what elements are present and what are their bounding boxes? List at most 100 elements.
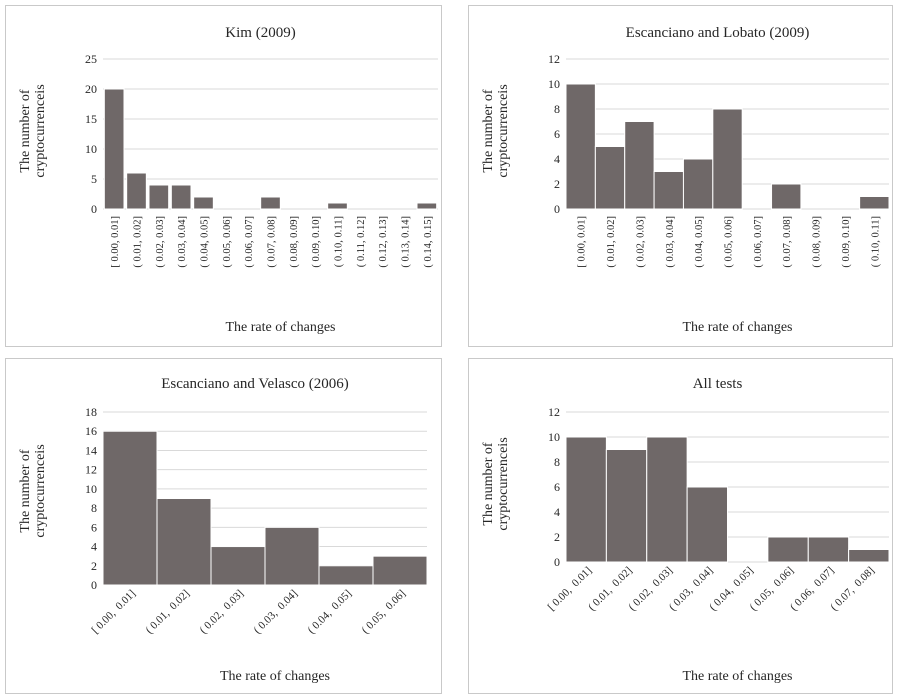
y-tick-label: 6: [554, 480, 560, 494]
chart-title: Escanciano and Lobato (2009): [626, 25, 810, 41]
y-tick-label: 15: [85, 112, 97, 126]
bar: [416, 202, 438, 210]
bar: [565, 83, 596, 210]
y-tick-label: 2: [91, 559, 97, 573]
x-tick-label: ( 0.08, 0.09]: [812, 216, 823, 268]
y-tick-label: 4: [91, 540, 97, 554]
bar: [807, 536, 850, 563]
x-tick-label: ( 0.09, 0.10]: [311, 216, 322, 268]
x-tick-label: ( 0.05, 0.06]: [222, 216, 233, 268]
x-tick-label: ( 0.02, 0.03]: [635, 216, 646, 268]
y-tick-label: 8: [91, 501, 97, 515]
x-tick-label: ( 0.10, 0.11]: [870, 216, 881, 267]
bar: [148, 184, 170, 210]
bar: [594, 146, 626, 210]
x-tick-label: ( 0.06, 0.07]: [753, 216, 764, 268]
chart-kim: Kim (2009) 0 5 10 15 20 25 [ 0.00, 0.01] ( 0.01,…: [18, 25, 438, 335]
bar: [686, 486, 728, 563]
y-tick-label: 6: [91, 520, 97, 534]
bar: [859, 196, 890, 210]
y-axis-label: The number of: [481, 442, 496, 526]
x-tick-label: [ 0.00, 0.01]: [89, 588, 138, 637]
chart-panel-escanciano-lobato: Escanciano and Lobato (2009) 0 2 4 6 8 10 12 [ 0…: [468, 5, 893, 347]
bar: [210, 546, 266, 586]
bar: [767, 536, 809, 563]
bar: [605, 449, 648, 563]
x-tick-label: ( 0.11, 0.12]: [356, 216, 367, 267]
chart-title: Kim (2009): [225, 25, 295, 41]
bar: [565, 436, 607, 563]
bar: [102, 430, 158, 586]
x-axis-label: The rate of changes: [683, 320, 793, 335]
bar: [712, 108, 743, 210]
x-tick-label: [ 0.00, 0.01]: [110, 216, 121, 268]
bar: [653, 171, 684, 210]
x-tick-label: ( 0.07, 0.08]: [267, 216, 278, 268]
x-tick-label: ( 0.03, 0.04]: [251, 588, 300, 637]
bar: [646, 436, 688, 563]
y-tick-label: 6: [554, 127, 560, 141]
bar: [126, 172, 147, 210]
bar: [193, 196, 214, 210]
chart-panel-all-tests: All tests 0 2 4 6 8 10 12[ 0.00, 0.01]( 0.01, 0…: [468, 358, 893, 694]
x-tick-label: ( 0.05, 0.06]: [724, 216, 735, 268]
y-axis-label: cryptocurrenceis: [33, 84, 48, 177]
bar: [318, 565, 374, 586]
bar: [156, 498, 212, 586]
y-tick-label: 0: [554, 555, 560, 569]
y-tick-label: 0: [91, 578, 97, 592]
bar: [260, 196, 281, 210]
y-tick-label: 10: [548, 77, 560, 91]
bar: [771, 183, 802, 210]
bar: [103, 88, 125, 210]
x-tick-label: ( 0.04, 0.05]: [200, 216, 211, 268]
y-tick-label: 4: [554, 152, 560, 166]
x-tick-label: ( 0.01, 0.02]: [133, 216, 144, 268]
y-tick-label: 25: [85, 52, 97, 66]
y-tick-label: 20: [85, 82, 97, 96]
bar: [682, 158, 714, 210]
x-tick-label: ( 0.07, 0.08]: [782, 216, 793, 268]
x-tick-label: [ 0.00, 0.01]: [577, 216, 588, 268]
chart-escanciano-lobato: Escanciano and Lobato (2009) 0 2 4 6 8 10 12 [ 0…: [481, 25, 890, 335]
bar: [848, 549, 890, 563]
bar: [264, 526, 320, 586]
bar: [170, 184, 192, 210]
y-axis-label: The number of: [18, 449, 33, 533]
x-tick-label: ( 0.10, 0.11]: [334, 216, 345, 267]
y-axis-label: cryptocurrenceis: [496, 84, 511, 177]
y-tick-label: 12: [548, 405, 560, 419]
x-tick-label: ( 0.04, 0.05]: [694, 216, 705, 268]
y-tick-label: 12: [548, 52, 560, 66]
y-tick-label: 0: [91, 202, 97, 216]
chart-escanciano-velasco: Escanciano and Velasco (2006) 0 2 4 6 8 10 12 14…: [18, 376, 428, 684]
x-tick-label: ( 0.04, 0.05]: [305, 588, 354, 637]
x-tick-label: ( 0.03, 0.04]: [177, 216, 188, 268]
y-tick-label: 12: [85, 463, 97, 477]
y-tick-label: 2: [554, 177, 560, 191]
x-axis-label: The rate of changes: [220, 669, 330, 684]
x-tick-label: ( 0.08, 0.09]: [289, 216, 300, 268]
chart-panel-escanciano-velasco: Escanciano and Velasco (2006) 0 2 4 6 8 10 12 14…: [5, 358, 442, 694]
y-tick-label: 18: [85, 405, 97, 419]
chart-panel-kim: Kim (2009) 0 5 10 15 20 25 [ 0.00, 0.01] ( 0.01,…: [5, 5, 442, 347]
x-tick-label: ( 0.01, 0.02]: [143, 588, 192, 637]
y-axis-label: The number of: [18, 89, 33, 173]
bar: [372, 555, 428, 586]
y-tick-label: 2: [554, 530, 560, 544]
x-tick-label: ( 0.07, 0.08]: [828, 565, 877, 614]
bar: [327, 202, 348, 210]
x-tick-label: ( 0.14, 0.15]: [423, 216, 434, 268]
x-axis-label: The rate of changes: [683, 669, 793, 684]
y-axis-label: The number of: [481, 89, 496, 173]
y-tick-label: 10: [548, 430, 560, 444]
y-tick-label: 14: [85, 443, 97, 457]
bar: [624, 121, 655, 210]
y-tick-label: 5: [91, 172, 97, 186]
y-tick-label: 4: [554, 505, 560, 519]
y-tick-label: 8: [554, 102, 560, 116]
x-tick-label: ( 0.02, 0.03]: [155, 216, 166, 268]
x-tick-label: ( 0.03, 0.04]: [665, 216, 676, 268]
y-tick-label: 10: [85, 142, 97, 156]
chart-title: Escanciano and Velasco (2006): [161, 376, 349, 392]
